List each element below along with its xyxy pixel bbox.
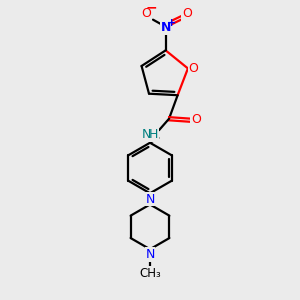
Text: N: N: [160, 21, 171, 34]
Text: −: −: [146, 1, 158, 15]
Text: O: O: [182, 8, 192, 20]
Text: N: N: [145, 248, 155, 261]
Text: O: O: [188, 62, 198, 75]
Text: N: N: [145, 193, 155, 206]
Text: O: O: [191, 113, 201, 126]
Text: +: +: [167, 17, 176, 28]
Text: H: H: [148, 128, 158, 141]
Text: O: O: [142, 8, 151, 20]
Text: N: N: [142, 128, 152, 141]
Text: CH₃: CH₃: [139, 267, 161, 280]
